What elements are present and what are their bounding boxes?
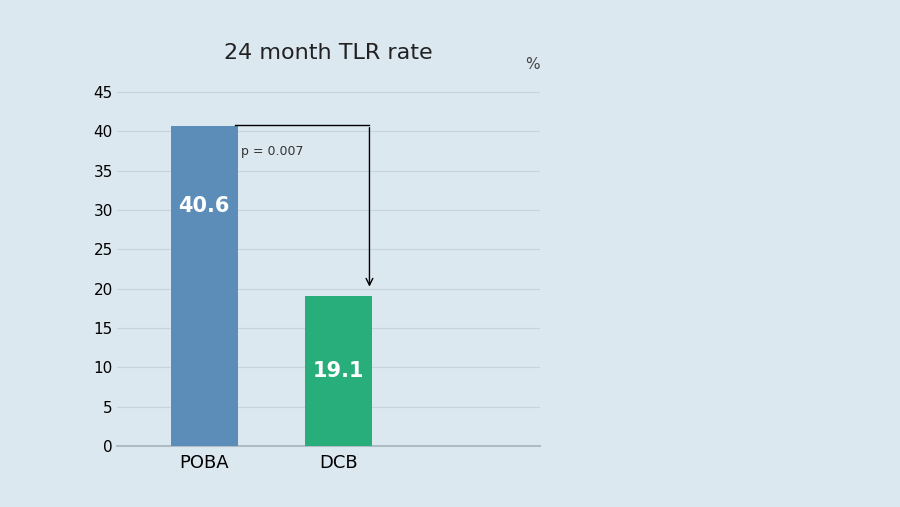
- Text: %: %: [526, 57, 540, 73]
- Bar: [305, 296, 372, 446]
- Text: p = 0.007: p = 0.007: [240, 144, 303, 158]
- Bar: [171, 126, 238, 446]
- Title: 24 month TLR rate: 24 month TLR rate: [224, 44, 433, 63]
- Text: 19.1: 19.1: [313, 361, 365, 381]
- Text: 40.6: 40.6: [178, 196, 230, 216]
